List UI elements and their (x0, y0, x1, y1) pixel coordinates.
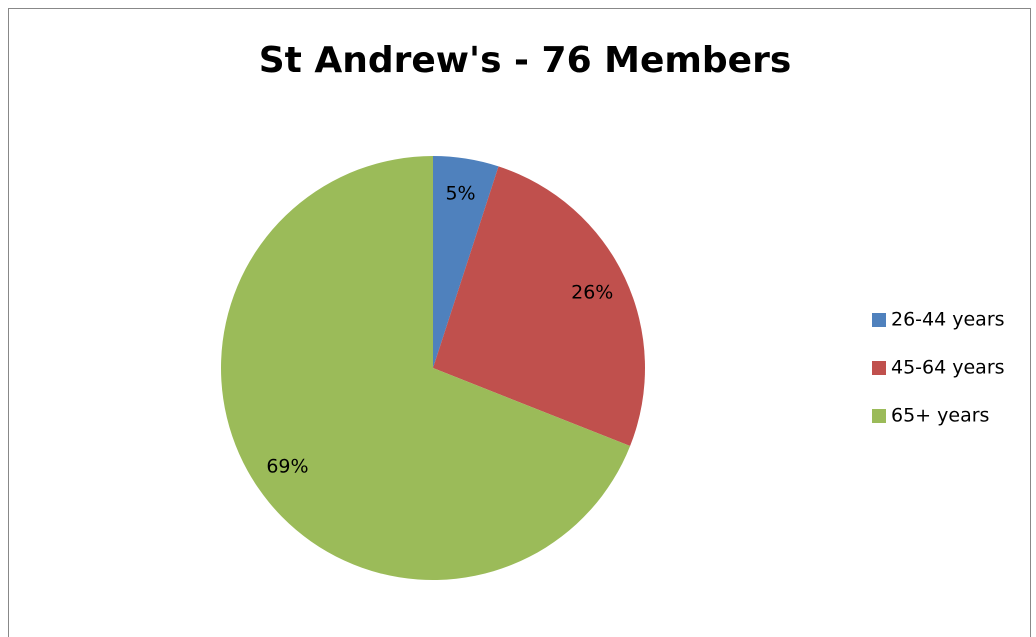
data-label: 26% (571, 282, 613, 304)
chart-title: St Andrew's - 76 Members (259, 40, 792, 81)
pie-slice (433, 156, 499, 368)
legend-swatch (872, 361, 886, 375)
legend-label: 26-44 years (891, 309, 1005, 331)
legend-label: 65+ years (891, 405, 989, 427)
legend-swatch (872, 313, 886, 327)
data-label: 5% (445, 183, 475, 205)
data-label: 69% (266, 455, 308, 477)
legend-label: 45-64 years (891, 357, 1005, 379)
pie-slice (433, 166, 646, 447)
pie-slice (220, 156, 631, 580)
legend-swatch (872, 409, 886, 423)
